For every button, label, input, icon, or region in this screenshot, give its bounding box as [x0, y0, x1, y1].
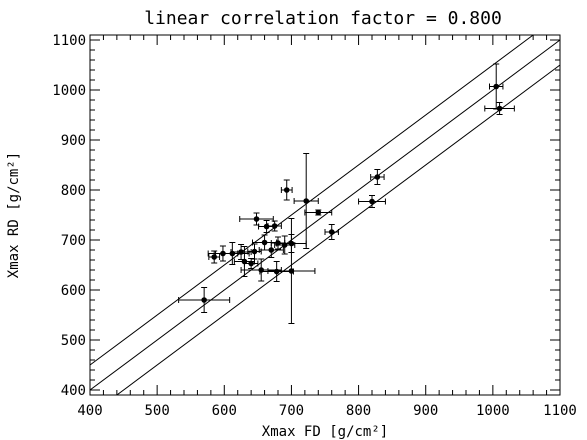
data-marker	[496, 105, 503, 112]
data-point-13	[267, 220, 282, 232]
data-marker	[201, 297, 207, 303]
y-tick-label: 800	[61, 183, 86, 199]
x-tick-label: 400	[77, 403, 102, 419]
data-point-6	[243, 258, 259, 269]
y-tick-label: 700	[61, 233, 86, 249]
plot-frame	[89, 34, 561, 396]
data-marker	[271, 223, 278, 229]
data-point-0	[178, 287, 231, 313]
x-axis-ticks: 400 500 600 700 800 900 1000 1100	[77, 35, 577, 419]
y-tick-label: 600	[61, 283, 86, 299]
data-marker	[251, 248, 258, 255]
x-tick-label: 800	[346, 403, 371, 419]
y-tick-label: 1000	[52, 83, 86, 99]
data-marker	[238, 249, 244, 255]
data-marker	[248, 260, 254, 267]
y-axis-label: Xmax RD [g/cm²]	[6, 152, 22, 278]
y-tick-label: 400	[61, 383, 86, 399]
x-tick-label: 1100	[543, 403, 577, 419]
data-point-26	[484, 102, 515, 115]
data-point-24	[370, 169, 385, 185]
data-marker	[268, 247, 275, 253]
data-point-17	[280, 179, 293, 201]
x-tick-label: 500	[144, 403, 169, 419]
data-point-1	[208, 250, 221, 264]
reference-line-0	[89, 34, 534, 366]
y-tick-label: 500	[61, 333, 86, 349]
x-tick-label: 700	[279, 403, 304, 419]
data-marker	[253, 216, 260, 222]
data-marker	[374, 174, 381, 180]
x-tick-label: 600	[212, 403, 237, 419]
data-marker	[211, 254, 218, 260]
data-marker	[369, 198, 375, 205]
data-point-23	[358, 195, 386, 208]
reference-line-1	[89, 39, 561, 391]
x-tick-label: 900	[413, 403, 438, 419]
data-point-8	[239, 212, 274, 226]
y-tick-label: 1100	[52, 33, 86, 49]
chart-title: linear correlation factor = 0.800	[144, 8, 502, 29]
y-tick-label: 900	[61, 133, 86, 149]
data-marker	[303, 198, 310, 204]
y-axis-ticks: 400 500 600 700 800 900 1000 1100	[52, 33, 560, 399]
data-marker	[493, 83, 500, 90]
x-axis-label: Xmax FD [g/cm²]	[262, 424, 388, 440]
data-marker	[288, 268, 295, 274]
data-marker	[288, 240, 295, 247]
data-point-21	[304, 209, 333, 216]
data-point-22	[324, 224, 339, 240]
data-marker	[261, 239, 268, 246]
x-tick-label: 1000	[476, 403, 510, 419]
data-point-7	[247, 243, 262, 260]
data-point-20	[293, 153, 319, 249]
data-points	[178, 63, 515, 324]
data-marker	[315, 209, 322, 216]
data-marker	[328, 229, 335, 235]
data-marker	[283, 187, 290, 193]
